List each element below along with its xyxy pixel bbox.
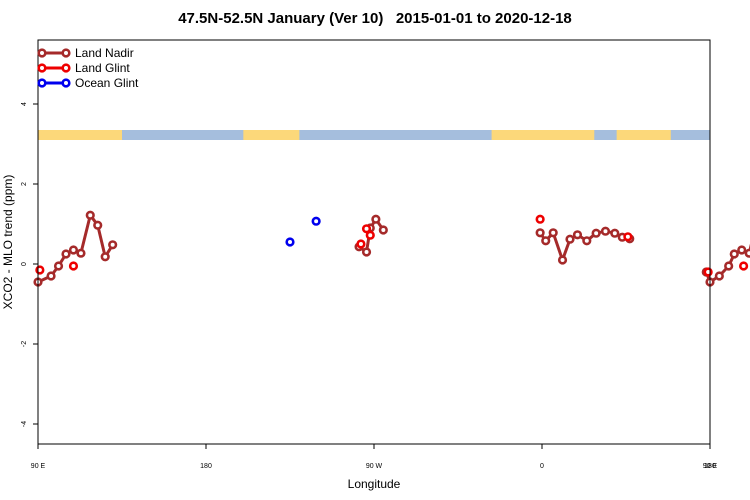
data-point (724, 261, 734, 271)
data-point (738, 261, 749, 271)
data-point (68, 245, 79, 255)
y-tick-label: -4 (21, 421, 28, 427)
legend-marker (37, 63, 47, 73)
y-axis: -4 -2 0 2 4 (21, 102, 38, 427)
data-point (365, 230, 375, 240)
data-point (378, 225, 388, 235)
data-point (361, 247, 372, 257)
data-point (61, 249, 71, 259)
data-point (371, 214, 381, 224)
y-tick-label: 4 (21, 102, 28, 106)
land-band-segment (243, 130, 300, 140)
data-point (53, 261, 64, 271)
data-point (737, 245, 747, 255)
data-point (557, 255, 568, 265)
series-layer (33, 210, 750, 287)
data-point (311, 216, 321, 226)
legend-marker (61, 78, 71, 88)
x-tick-label: 180 (200, 463, 212, 470)
chart-title: 47.5N-52.5N January (Ver 10) 2015-01-01 … (178, 10, 572, 27)
legend-marker (61, 63, 71, 73)
legend-marker (37, 48, 47, 58)
data-point (548, 228, 558, 238)
landmask-band (38, 130, 710, 140)
x-tick-label: 180 (704, 463, 716, 470)
data-point (729, 249, 739, 259)
legend-label: Ocean Glint (75, 76, 139, 90)
data-point (85, 210, 95, 220)
x-tick-label: 90 W (366, 463, 383, 470)
data-point (600, 226, 611, 236)
data-point (565, 234, 575, 244)
data-point (714, 271, 724, 281)
data-point (356, 239, 366, 249)
y-axis-label: XCO2 - MLO trend (ppm) (1, 175, 15, 310)
legend-marker (61, 48, 71, 58)
data-point (623, 232, 633, 242)
y-tick-label: -2 (21, 341, 28, 347)
x-axis-label: Longitude (348, 477, 401, 491)
data-point (46, 271, 56, 281)
data-point (744, 248, 750, 258)
y-tick-label: 0 (21, 262, 28, 266)
data-point (285, 237, 295, 247)
x-tick-label: 0 (540, 463, 544, 470)
legend-label: Land Nadir (75, 46, 134, 60)
land-band-segment (616, 130, 671, 140)
legend-label: Land Glint (75, 61, 130, 75)
data-point (591, 228, 601, 238)
data-point (93, 220, 103, 230)
data-point (535, 214, 545, 224)
x-tick-label: 90 E (703, 463, 718, 470)
data-point (361, 224, 372, 234)
data-point (572, 230, 583, 240)
x-tick-label: 90 E (31, 463, 46, 470)
data-point (535, 228, 545, 238)
data-point (541, 236, 551, 246)
data-point (610, 228, 620, 238)
data-point (76, 248, 86, 258)
data-point (108, 240, 118, 250)
data-point (100, 252, 110, 262)
legend-marker (37, 78, 47, 88)
land-band-segment (38, 130, 122, 140)
ocean-band (38, 130, 710, 140)
land-band-segment (491, 130, 595, 140)
y-tick-label: 2 (21, 182, 28, 186)
data-point (68, 261, 79, 271)
plot-frame (37, 39, 711, 445)
data-point (582, 236, 592, 246)
